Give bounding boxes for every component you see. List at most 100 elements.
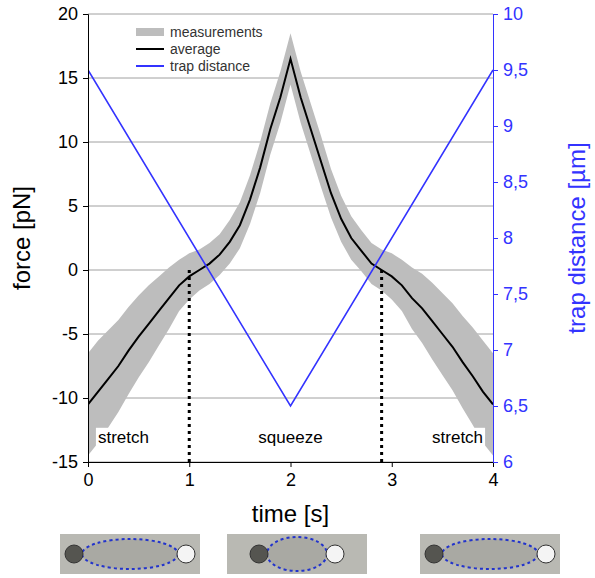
tick-label: 8	[503, 228, 513, 248]
tick: 9	[493, 116, 513, 136]
y-axis: -15 -10 -5 0 5 10 15 20	[52, 4, 89, 472]
photo	[227, 534, 367, 574]
bead-left	[65, 545, 83, 563]
tick: 6,5	[493, 396, 528, 416]
tick: -5	[62, 324, 88, 344]
legend-entry: trap distance	[136, 58, 250, 74]
tick-label: -5	[62, 324, 78, 344]
grid-line	[88, 206, 493, 207]
tick-label: 9	[503, 116, 513, 136]
legend-label: trap distance	[170, 58, 250, 74]
tick-mark	[493, 406, 498, 407]
tick: 15	[58, 68, 88, 88]
legend-label: measurements	[170, 24, 263, 40]
legend-swatch	[136, 28, 164, 36]
tick-label: 7,5	[503, 284, 528, 304]
tick-mark	[493, 294, 498, 295]
tick-mark	[83, 78, 88, 79]
tick-label: 9,5	[503, 60, 528, 80]
tick-mark	[83, 270, 88, 271]
tick-label: 0	[83, 470, 93, 490]
tick: 20	[58, 4, 88, 24]
grid-line	[88, 270, 493, 271]
tick-label: 8,5	[503, 172, 528, 192]
legend: measurementsaveragetrap distance	[133, 22, 266, 76]
photo-frame	[420, 534, 560, 574]
tick: 1	[185, 462, 195, 490]
tick-mark	[493, 182, 498, 183]
tick-mark	[83, 398, 88, 399]
tick-label: -15	[52, 452, 78, 472]
annotation: squeeze	[258, 428, 322, 447]
y2-axis: 6 6,5 7 7,5 8 8,5 9 9,5 10	[493, 4, 528, 472]
tick-label: 3	[387, 470, 397, 490]
legend-entry: measurements	[136, 24, 263, 40]
annotation-patch	[256, 428, 324, 447]
tick-mark	[493, 14, 498, 15]
tick-mark	[493, 126, 498, 127]
tick-label: 7	[503, 340, 513, 360]
tick-mark	[493, 70, 498, 71]
legend-label: average	[170, 41, 221, 57]
tick: 2	[286, 462, 296, 490]
phase-marker	[188, 270, 191, 462]
phase-marker	[380, 270, 383, 462]
tick-mark	[83, 142, 88, 143]
trap-distance-line	[88, 70, 493, 406]
cell	[442, 539, 538, 569]
bead-right	[537, 545, 555, 563]
photo-frame	[227, 534, 367, 574]
tick-label: 0	[68, 260, 78, 280]
grid-line	[88, 14, 493, 15]
x-axis: 0 1 2 3 4	[83, 462, 498, 490]
tick-mark	[291, 462, 292, 467]
annotation-patch	[96, 428, 151, 447]
tick-mark	[83, 462, 88, 463]
y2-axis-title: trap distance [µm]	[563, 142, 590, 333]
photo-frame	[60, 534, 200, 574]
annotations: stretchsqueezestretch	[96, 428, 485, 447]
tick-label: 1	[185, 470, 195, 490]
tick-label: 4	[488, 470, 498, 490]
annotation: stretch	[98, 428, 149, 447]
photo-strip	[60, 534, 560, 574]
tick-label: 15	[58, 68, 78, 88]
bead-right	[177, 545, 195, 563]
grid-line	[88, 142, 493, 143]
tick-label: 10	[503, 4, 523, 24]
tick-label: 5	[68, 196, 78, 216]
legend-swatch	[136, 65, 164, 67]
tick: 0	[83, 462, 93, 490]
tick: 4	[488, 462, 498, 490]
cell	[267, 537, 327, 571]
tick-label: 10	[58, 132, 78, 152]
tick: 7	[493, 340, 513, 360]
x-axis-title: time [s]	[252, 500, 329, 527]
legend-swatch	[136, 48, 164, 50]
tick: 9,5	[493, 60, 528, 80]
tick-label: 20	[58, 4, 78, 24]
tick: 7,5	[493, 284, 528, 304]
average-line	[88, 59, 493, 405]
tick: 6	[493, 452, 513, 472]
tick: -10	[52, 388, 88, 408]
photo	[420, 534, 560, 574]
tick: 0	[68, 260, 88, 280]
plot-area	[88, 33, 493, 462]
bead-left	[250, 545, 268, 563]
tick: 5	[68, 196, 88, 216]
tick-mark	[189, 462, 190, 467]
tick: 8	[493, 228, 513, 248]
measurement-band	[88, 33, 493, 455]
bead-left	[425, 545, 443, 563]
tick-mark	[493, 238, 498, 239]
axis-line	[494, 15, 499, 463]
tick-mark	[83, 334, 88, 335]
tick: 8,5	[493, 172, 528, 192]
tick-mark	[83, 14, 88, 15]
tick: -15	[52, 452, 88, 472]
y-axis-title: force [pN]	[8, 186, 35, 290]
tick-label: 6,5	[503, 396, 528, 416]
photo	[60, 534, 200, 574]
axis-line	[83, 15, 89, 463]
